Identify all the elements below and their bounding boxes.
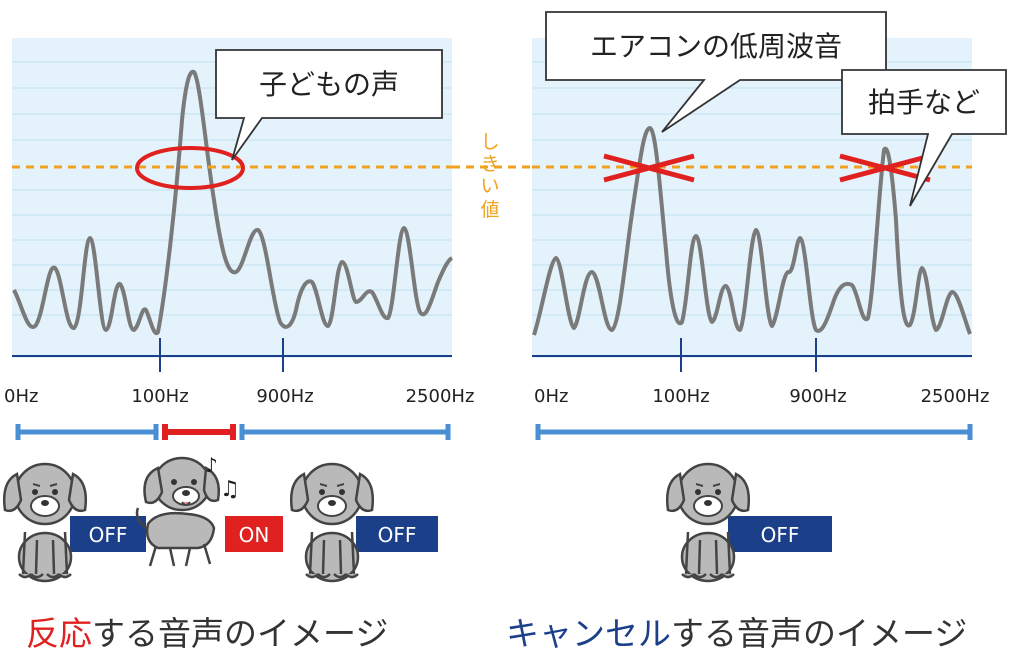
- left-caption-emphasis: 反応: [26, 614, 92, 653]
- badge-off-right: [728, 516, 832, 552]
- right-callout-2-bubble: [841, 69, 1007, 207]
- left-axis-label-0: 0Hz: [4, 386, 38, 407]
- threshold-char-3: い: [480, 175, 499, 197]
- left-dog-1: OFF: [2, 462, 146, 583]
- left-callout-bubble: [215, 49, 443, 161]
- right-axis-label-2500: 2500Hz: [921, 386, 990, 407]
- range-bar-voice: [162, 424, 236, 440]
- threshold-char-2: き: [480, 153, 499, 175]
- left-axis-label-2500: 2500Hz: [406, 386, 475, 407]
- badge-off-right-text: OFF: [761, 523, 800, 547]
- right-caption: キャンセルする音声のイメージ: [506, 607, 967, 655]
- badge-on: [225, 516, 283, 552]
- right-callout-2-text: 拍手など: [868, 86, 980, 119]
- cross-mark-icon: [603, 153, 695, 183]
- right-axis-label-100: 100Hz: [652, 386, 709, 407]
- badge-off-2: [356, 516, 438, 552]
- svg-text:♪: ♪: [205, 453, 218, 477]
- cross-mark-icon: [839, 153, 931, 183]
- right-callout-1-text: エアコンの低周波音: [590, 30, 842, 63]
- right-axis-label-0: 0Hz: [534, 386, 568, 407]
- left-dog-2: ON ♪ ♫: [135, 453, 283, 568]
- left-callout-text: 子どもの声: [259, 68, 399, 101]
- left-chart: 子どもの声: [12, 38, 454, 372]
- left-axis-label-900: 900Hz: [256, 386, 313, 407]
- badge-on-text: ON: [239, 523, 270, 547]
- right-axis-label-900: 900Hz: [789, 386, 846, 407]
- range-bar-high: [239, 424, 451, 440]
- threshold-label: し き い 値: [480, 131, 499, 221]
- left-caption-rest: する音声のイメージ: [92, 614, 389, 653]
- range-bar-low: [15, 424, 159, 440]
- music-note-icon: ♪ ♫: [205, 453, 240, 502]
- right-range-bar: [535, 424, 973, 440]
- right-chart: エアコンの低周波音 拍手など: [532, 11, 1007, 372]
- left-caption: 反応する音声のイメージ: [26, 607, 388, 655]
- right-caption-emphasis: キャンセル: [506, 614, 671, 653]
- left-waveform: [12, 69, 454, 336]
- right-waveform: [532, 126, 972, 336]
- badge-off-1: [70, 516, 146, 552]
- right-callout-1-bubble: [545, 11, 887, 133]
- badge-off-2-text: OFF: [378, 523, 417, 547]
- svg-text:♫: ♫: [220, 477, 240, 502]
- left-axis-label-100: 100Hz: [131, 386, 188, 407]
- right-dog: OFF: [665, 462, 832, 583]
- threshold-char-4: 値: [480, 199, 499, 221]
- right-axis-labels: 0Hz 100Hz 900Hz 2500Hz: [534, 386, 989, 407]
- left-highlight-ring: [135, 146, 245, 190]
- threshold-char-1: し: [480, 131, 499, 153]
- right-caption-rest: する音声のイメージ: [671, 614, 968, 653]
- left-range-bars: [15, 424, 451, 440]
- left-dog-3: OFF: [289, 462, 438, 583]
- frequency-diagram: 子どもの声 し き い 値 0Hz 100Hz 900Hz 2500Hz OFF: [2, 11, 1007, 583]
- badge-off-1-text: OFF: [89, 523, 128, 547]
- left-axis-labels: 0Hz 100Hz 900Hz 2500Hz: [4, 386, 474, 407]
